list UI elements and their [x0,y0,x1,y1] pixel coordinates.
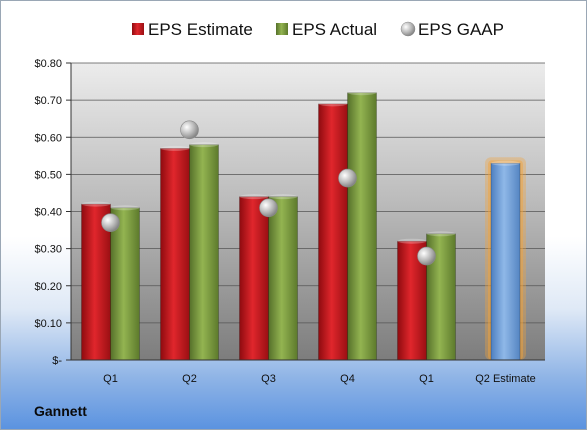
y-tick-label: $0.30 [34,244,62,256]
bar-eps-actual [189,144,219,361]
bar-eps-actual [268,196,298,361]
legend-marker-eps-estimate [132,23,144,35]
y-tick-label: $0.20 [34,281,62,293]
y-tick-label: $0.50 [34,169,62,181]
eps-chart: $- $0.10 $0.20 $0.30 $0.40 $0.50 $0.60 $0.70 $0.… [34,20,545,385]
bar-eps-estimate-cap [160,145,190,151]
bar-eps-estimate [160,148,190,361]
bar-eps-estimate-cap [81,201,111,207]
dot-eps-gaap [180,120,199,140]
x-axis: Q1 Q2 Q3 Q4 Q1 Q2 Estimate [71,359,545,385]
gaap-markers [101,120,436,266]
dot-eps-gaap [101,213,120,232]
company-name: Gannett [34,403,87,419]
legend-label: EPS Estimate [148,20,253,39]
legend-marker-eps-actual [276,23,288,35]
dot-eps-gaap [417,246,436,266]
bars [81,90,526,361]
dot-eps-gaap [338,168,357,188]
y-tick-label: $0.10 [34,318,62,330]
x-tick-label: Q1 [103,373,118,385]
bar-eps-actual [347,92,377,361]
bar-eps-estimate-cap [318,101,348,107]
y-tick-label: $0.80 [34,58,62,70]
x-tick-label: Q3 [261,373,276,385]
y-tick-label: $0.70 [34,95,62,107]
legend-marker-eps-gaap [400,21,416,37]
legend-label: EPS Actual [292,20,377,39]
bar-eps-estimate [239,196,269,361]
bar-eps-actual-cap [347,90,377,96]
legend-label: EPS GAAP [418,20,504,39]
bar-eps-actual-cap [110,205,140,211]
bar-eps-actual-cap [189,142,219,148]
bar-q2-estimate-cap [491,160,520,166]
bar-eps-actual-cap [268,194,298,200]
bar-eps-estimate-cap [239,194,269,200]
y-tick-label: $0.60 [34,132,62,144]
x-tick-label: Q1 [419,373,434,385]
y-tick-label: $0.40 [34,207,62,219]
dot-eps-gaap [259,198,278,218]
y-axis: $- $0.10 $0.20 $0.30 $0.40 $0.50 $0.60 $0.70 $0.… [34,58,72,367]
y-tick-label: $- [52,355,62,367]
bar-eps-actual [110,207,140,361]
bar-eps-estimate [318,103,348,361]
x-tick-label: Q2 Estimate [475,373,536,385]
legend: EPS Estimate EPS Actual EPS GAAP [132,20,504,39]
x-tick-label: Q4 [340,373,355,385]
bar-eps-actual-cap [426,231,456,237]
bar-q2-estimate [490,162,521,361]
bar-eps-estimate-cap [397,238,427,244]
x-tick-label: Q2 [182,373,197,385]
